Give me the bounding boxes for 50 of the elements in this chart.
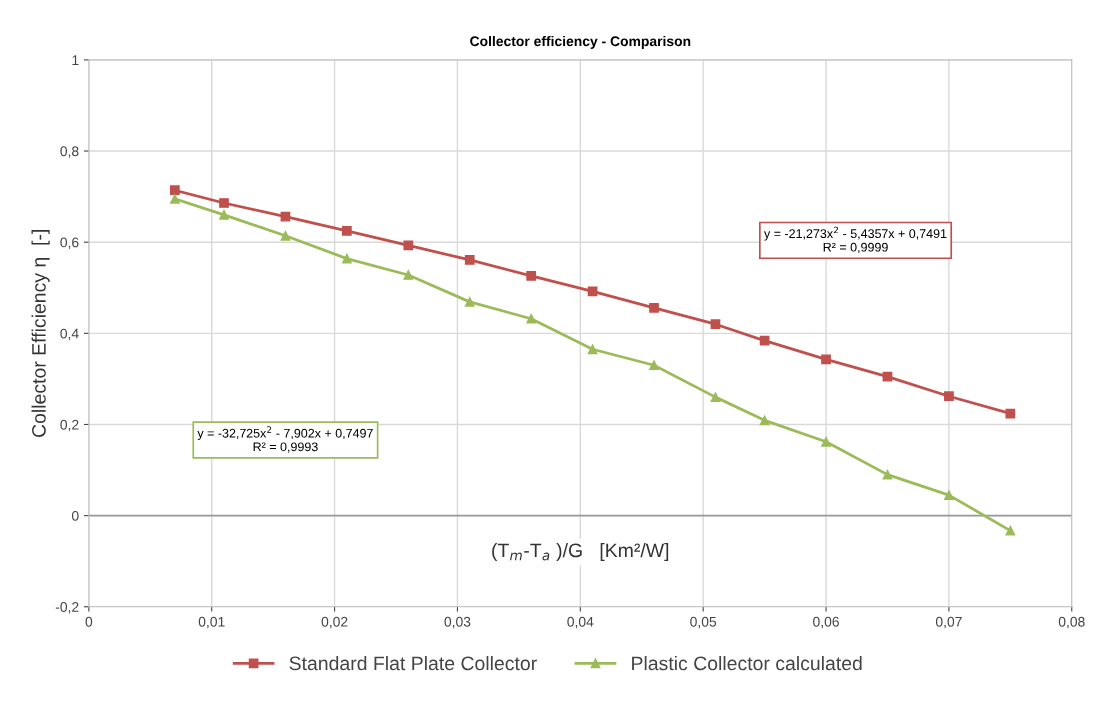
point (944, 391, 954, 402)
point (710, 392, 721, 402)
point (169, 194, 180, 204)
x-tick-label: 0 (85, 616, 93, 627)
legend-label: Standard Flat Plate Collector (289, 655, 537, 671)
x-axis-title: (T$_{m}$-T$_{a}$ )/G [Km²/W] (492, 542, 669, 562)
point (1005, 408, 1016, 419)
x-tick-label: 0,01 (198, 616, 225, 629)
x-tick-label: 0,02 (321, 616, 348, 629)
point (219, 198, 229, 208)
annotation: y = -32,725x$^{2}$ - 7,902x + 0,7497 R² = 0,9993 (197, 426, 373, 453)
point (464, 255, 475, 265)
point (759, 415, 770, 426)
point (342, 225, 352, 236)
x-tick-label: 0,03 (444, 616, 471, 629)
point (526, 271, 537, 281)
point (219, 209, 229, 220)
point (710, 319, 721, 330)
x-tick-label: 0,07 (935, 616, 962, 629)
point (944, 490, 954, 500)
chart-title: Collector efficiency - Comparison (470, 35, 691, 49)
y-tick-label: 1 (72, 55, 79, 65)
point (280, 230, 291, 241)
point (280, 211, 291, 222)
y-tick-label: 0,2 (60, 419, 79, 432)
y-tick-label: 0 (71, 510, 79, 521)
point (821, 354, 831, 365)
x-tick-label: 0,08 (1058, 616, 1085, 629)
point (587, 344, 598, 355)
legend-label: Plastic Collector calculated (632, 655, 862, 671)
y-tick-label: 0,6 (60, 237, 79, 249)
annotation: y = -21,273x$^{2}$ - 5,4357x + 0,7491 R² = 0,9999 (764, 226, 947, 254)
point (342, 253, 352, 264)
x-tick-label: 0,05 (690, 616, 717, 629)
point (526, 313, 537, 324)
y-tick-label: 0,4 (60, 328, 79, 341)
y-tick-label: -0,2 (55, 602, 79, 614)
x-tick-label: 0,06 (813, 616, 839, 629)
y-tick-label: 0,8 (60, 146, 79, 158)
point (464, 297, 475, 307)
point (169, 185, 180, 196)
point (1005, 525, 1016, 536)
x-tick-label: 0,04 (567, 616, 594, 629)
point (649, 360, 659, 371)
point (649, 302, 659, 313)
point (821, 436, 831, 447)
point (403, 240, 414, 251)
y-axis-title: Collector Efficiency η [-] (31, 230, 50, 437)
point (403, 270, 414, 280)
point (882, 469, 893, 480)
